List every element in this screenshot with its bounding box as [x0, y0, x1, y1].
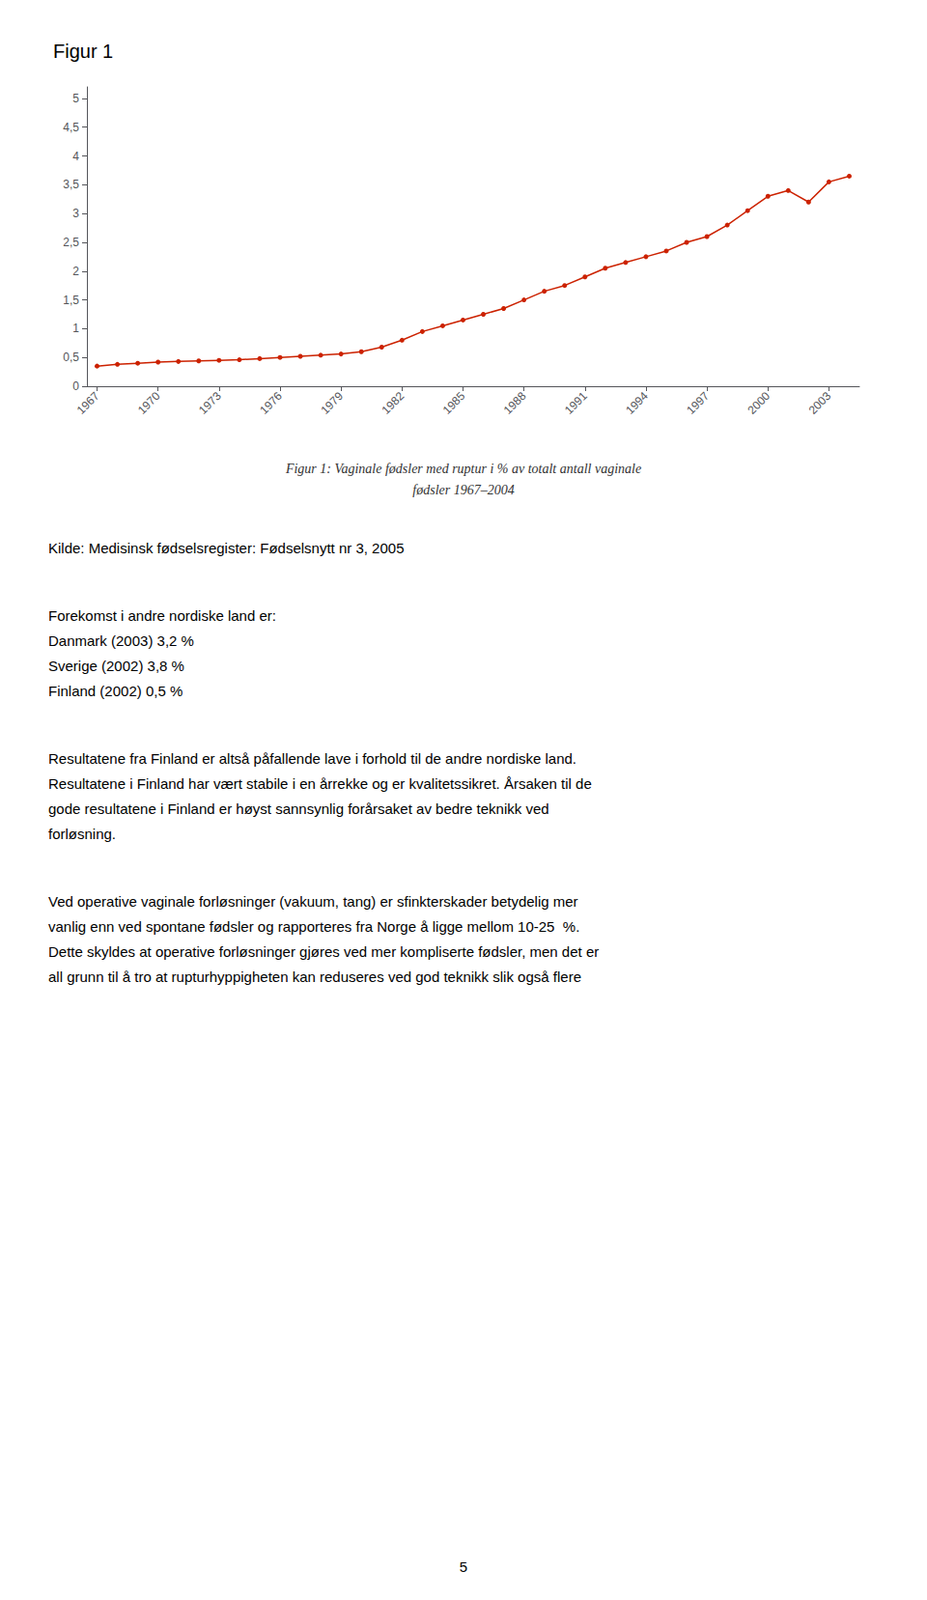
svg-text:1988: 1988 [501, 389, 530, 418]
svg-text:Ved operative vaginale forløsn: Ved operative vaginale forløsninger (vak… [48, 893, 579, 910]
svg-text:all grunn til å tro at rupturh: all grunn til å tro at rupturhyppigheten… [48, 968, 582, 985]
svg-text:Finland (2002) 0,5 %: Finland (2002) 0,5 % [48, 682, 183, 700]
svg-text:5: 5 [459, 1558, 468, 1575]
svg-text:1976: 1976 [256, 389, 285, 418]
svg-text:5: 5 [72, 91, 80, 106]
svg-text:0: 0 [72, 379, 80, 394]
svg-text:forløsning.: forløsning. [48, 825, 116, 843]
svg-text:0,5: 0,5 [62, 350, 80, 365]
svg-text:Dette skyldes at operative for: Dette skyldes at operative forløsninger … [48, 943, 599, 960]
svg-text:vanlig enn ved spontane fødsle: vanlig enn ved spontane fødsler og rappo… [48, 918, 580, 935]
svg-text:1979: 1979 [317, 389, 346, 418]
svg-text:3: 3 [72, 206, 80, 221]
svg-text:Danmark (2003) 3,2 %: Danmark (2003) 3,2 % [48, 632, 195, 649]
svg-text:Resultatene fra Finland er alt: Resultatene fra Finland er altså påfalle… [48, 750, 577, 767]
svg-text:Sverige (2002) 3,8 %: Sverige (2002) 3,8 % [48, 657, 185, 675]
svg-text:Forekomst i andre nordiske lan: Forekomst i andre nordiske land er: [48, 607, 277, 624]
svg-text:2003: 2003 [806, 389, 835, 418]
svg-text:2: 2 [72, 264, 80, 279]
svg-text:1997: 1997 [683, 389, 712, 418]
svg-text:1970: 1970 [135, 389, 164, 418]
svg-text:1994: 1994 [622, 389, 651, 418]
svg-text:1991: 1991 [561, 389, 590, 418]
svg-text:1967: 1967 [74, 389, 103, 418]
svg-text:1973: 1973 [196, 389, 225, 418]
svg-text:Figur 1: Figur 1 [53, 40, 113, 62]
svg-text:Figur 1: Vaginale fødsler med: Figur 1: Vaginale fødsler med ruptur i %… [284, 461, 642, 477]
svg-text:1982: 1982 [379, 389, 408, 418]
svg-text:4: 4 [72, 149, 80, 164]
svg-text:1985: 1985 [440, 389, 469, 418]
svg-text:2000: 2000 [744, 389, 773, 418]
svg-text:Kilde: Medisinsk fødselsregist: Kilde: Medisinsk fødselsregister: Fødsel… [48, 539, 404, 557]
svg-text:3,5: 3,5 [62, 177, 80, 192]
svg-text:1: 1 [72, 321, 80, 336]
svg-text:gode resultatene i Finland er: gode resultatene i Finland er høyst sann… [48, 800, 550, 817]
svg-text:1,5: 1,5 [62, 293, 80, 308]
svg-text:fødsler 1967–2004: fødsler 1967–2004 [412, 482, 514, 498]
svg-text:4,5: 4,5 [62, 120, 80, 135]
svg-text:Resultatene i Finland har vært: Resultatene i Finland har vært stabile i… [48, 775, 592, 792]
svg-text:2,5: 2,5 [62, 235, 80, 250]
